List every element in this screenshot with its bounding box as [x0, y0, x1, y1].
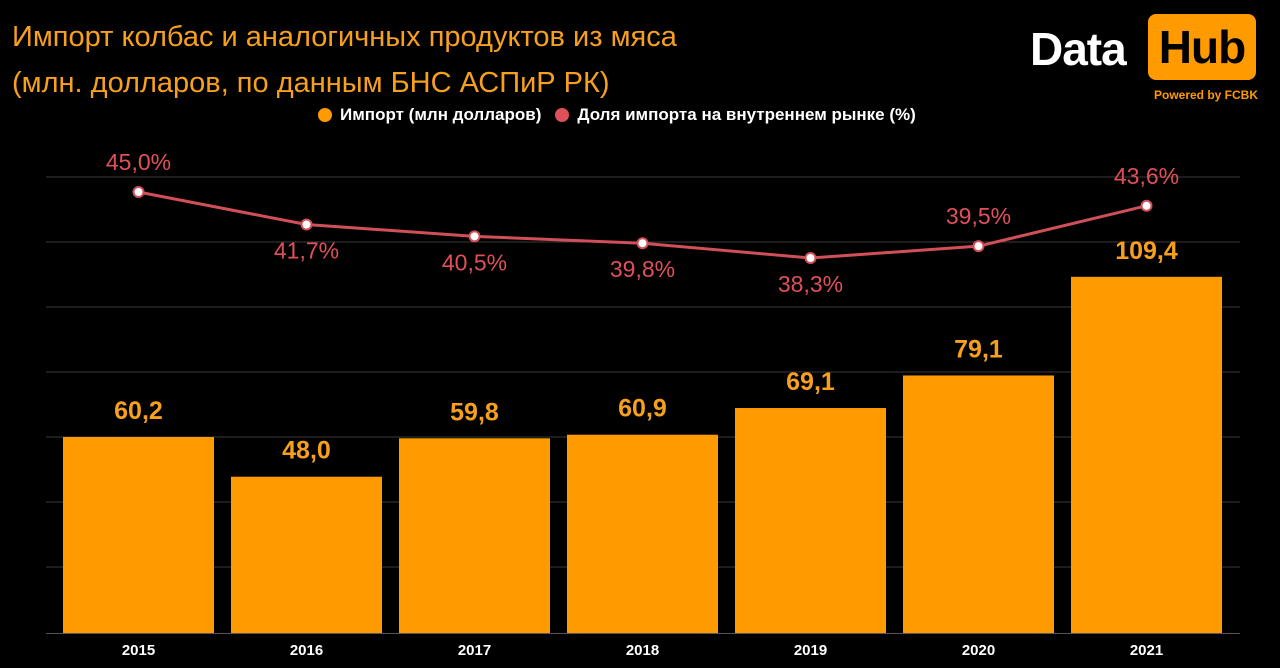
bar-label-2017: 59,8: [450, 398, 499, 426]
x-tick-2018: 2018: [626, 642, 659, 659]
line-label-2018: 39,8%: [610, 256, 675, 282]
bar-label-2016: 48,0: [282, 437, 331, 465]
bar-2018: [567, 434, 718, 633]
line-label-2017: 40,5%: [442, 249, 507, 275]
datahub-logo: Data Hub Powered by FCBK: [1030, 14, 1260, 104]
legend-dot-import: [318, 108, 332, 122]
bar-2015: [63, 437, 214, 633]
bar-label-2019: 69,1: [786, 368, 835, 396]
line-value-labels: 45,0% 41,7% 40,5% 39,8% 38,3% 39,5% 43,6%: [106, 149, 1179, 297]
logo-data-text: Data: [1030, 23, 1127, 75]
bar-label-2015: 60,2: [114, 397, 163, 425]
legend-dot-share: [555, 108, 570, 122]
line-label-2021: 43,6%: [1114, 163, 1179, 189]
x-tick-2017: 2017: [458, 642, 491, 659]
x-tick-2020: 2020: [962, 642, 995, 659]
line-point-2015: [132, 186, 145, 198]
x-axis-tick-labels: 2015 2016 2017 2018 2019 2020 2021: [122, 642, 1163, 659]
logo-powered-text: Powered by FCBK: [1153, 88, 1258, 102]
line-point-2018: [636, 237, 649, 250]
line-label-2015: 45,0%: [106, 149, 171, 175]
logo-hub-badge: Hub: [1148, 14, 1256, 80]
line-point-2020: [972, 240, 985, 253]
x-tick-2016: 2016: [290, 642, 323, 659]
x-tick-2015: 2015: [122, 642, 155, 659]
legend: Импорт (млн долларов) Доля импорта на вн…: [318, 103, 930, 127]
bar-2021: [1071, 276, 1222, 633]
line-series: [132, 186, 1153, 264]
bar-2020: [903, 375, 1054, 633]
line-label-2016: 41,7%: [274, 238, 339, 264]
line-point-2019: [804, 252, 817, 264]
line-point-2017: [468, 230, 481, 243]
bar-label-2021: 109,4: [1115, 237, 1178, 265]
line-point-2021: [1140, 199, 1153, 212]
chart-title-line2: (млн. долларов, по данным БНС АСПиР РК): [12, 67, 610, 99]
line-label-2020: 39,5%: [946, 203, 1011, 229]
bar-2016: [231, 476, 382, 633]
legend-item-import: Импорт (млн долларов): [318, 105, 541, 125]
legend-label-import: Импорт (млн долларов): [340, 105, 542, 124]
x-tick-2021: 2021: [1130, 642, 1163, 659]
chart-title-line1: Импорт колбас и аналогичных продуктов из…: [12, 21, 677, 53]
bar-series: [63, 276, 1222, 633]
line-point-2016: [300, 218, 313, 231]
bar-label-2020: 79,1: [954, 335, 1003, 363]
line-label-2019: 38,3%: [778, 271, 843, 297]
chart-title: Импорт колбас и аналогичных продуктов из…: [12, 14, 677, 106]
x-tick-2019: 2019: [794, 642, 827, 659]
bar-value-labels: 60,2 48,0 59,8 60,9 69,1 79,1 109,4: [114, 237, 1178, 465]
bar-2019: [735, 408, 886, 633]
bar-label-2018: 60,9: [618, 395, 667, 423]
legend-label-share: Доля импорта на внутреннем рынке (%): [577, 105, 916, 124]
bar-2017: [399, 438, 550, 633]
legend-item-share: Доля импорта на внутреннем рынке (%): [555, 105, 916, 125]
